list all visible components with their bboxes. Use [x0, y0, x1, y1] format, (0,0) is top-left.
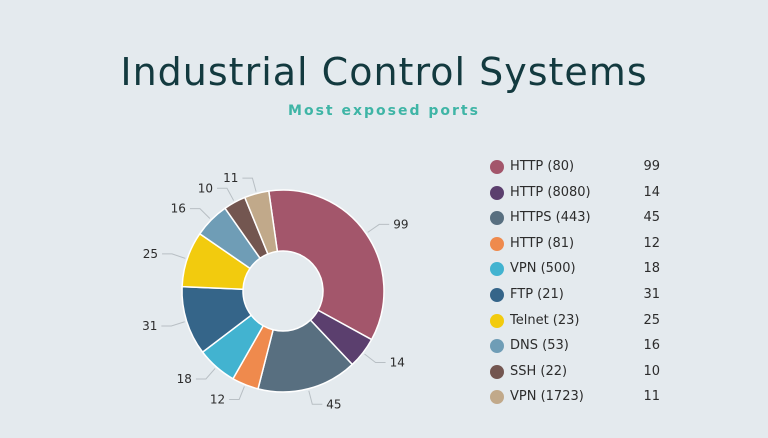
legend-color-swatch	[490, 185, 504, 200]
legend-color-swatch	[490, 390, 504, 405]
chart-subtitle: Most exposed ports	[288, 103, 480, 119]
legend-label: HTTPS (443)	[510, 210, 591, 226]
legend-label: Telnet (23)	[510, 312, 580, 328]
slice-value-label: 10	[198, 181, 213, 195]
pie-slice[interactable]	[243, 190, 279, 255]
label-leader-line	[189, 208, 211, 219]
legend-item[interactable]: HTTP (81) 12	[490, 233, 660, 259]
legend-label: FTP (21)	[510, 286, 564, 302]
chart-legend: HTTP (80) 99 HTTP (8080) 14 HTTPS (443) 45 HTT…	[490, 156, 660, 412]
legend-item[interactable]: HTTP (8080) 14	[490, 182, 660, 208]
legend-value: 11	[643, 389, 660, 405]
legend-item[interactable]: FTP (21) 31	[490, 284, 660, 310]
chart-title: Industrial Control Systems	[120, 50, 648, 94]
label-leader-line	[229, 386, 245, 400]
slice-value-label: 11	[223, 171, 238, 185]
legend-color-swatch	[490, 262, 504, 277]
legend-label: SSH (22)	[510, 363, 568, 379]
legend-value: 99	[643, 159, 660, 174]
legend-label: HTTP (81)	[510, 235, 575, 251]
legend-value: 14	[643, 184, 660, 200]
slice-value-label: 12	[210, 392, 225, 406]
legend-item[interactable]: DNS (53) 16	[490, 335, 660, 361]
legend-label: VPN (1723)	[510, 389, 584, 405]
legend-color-swatch	[490, 313, 504, 328]
slice-value-label: 25	[143, 247, 158, 261]
label-leader-line	[364, 353, 386, 364]
label-leader-line	[367, 223, 390, 233]
slice-value-label: 16	[171, 202, 186, 216]
label-leader-line	[308, 390, 323, 405]
legend-color-swatch	[490, 236, 504, 251]
slice-value-label: 45	[326, 397, 341, 411]
legend-label: DNS (53)	[510, 338, 569, 354]
label-leader-line	[195, 368, 216, 380]
legend-item[interactable]: SSH (22) 10	[490, 361, 660, 387]
donut-chart: 99 14 45 12 18 31 25 16 10 11	[142, 171, 408, 411]
label-leader-line	[242, 177, 257, 192]
slice-value-label: 99	[393, 217, 408, 231]
label-leader-line	[161, 321, 185, 327]
legend-item[interactable]: VPN (500) 18	[490, 258, 660, 284]
pie-slice[interactable]	[267, 189, 385, 341]
legend-label: HTTP (8080)	[510, 184, 591, 200]
label-leader-line	[162, 253, 186, 259]
legend-label: HTTP (80)	[510, 159, 575, 174]
slice-value-label: 14	[390, 356, 405, 370]
legend-item[interactable]: HTTP (80) 99	[490, 156, 660, 182]
legend-value: 45	[643, 210, 660, 226]
legend-value: 31	[643, 286, 660, 302]
legend-color-swatch	[490, 160, 504, 174]
legend-value: 18	[643, 261, 660, 277]
legend-item[interactable]: Telnet (23) 25	[490, 310, 660, 336]
slice-value-label: 18	[177, 372, 192, 386]
legend-value: 25	[643, 312, 660, 328]
legend-color-swatch	[490, 339, 504, 354]
legend-value: 16	[643, 338, 660, 354]
legend-value: 10	[643, 363, 660, 379]
legend-color-swatch	[490, 287, 504, 302]
legend-color-swatch	[490, 364, 504, 379]
label-leader-line	[216, 187, 235, 201]
legend-value: 12	[643, 235, 660, 251]
slice-value-label: 31	[142, 319, 157, 333]
legend-color-swatch	[490, 211, 504, 226]
legend-item[interactable]: VPN (1723) 11	[490, 386, 660, 412]
legend-item[interactable]: HTTPS (443) 45	[490, 207, 660, 233]
pie-slice[interactable]	[257, 319, 354, 393]
legend-label: VPN (500)	[510, 261, 576, 277]
